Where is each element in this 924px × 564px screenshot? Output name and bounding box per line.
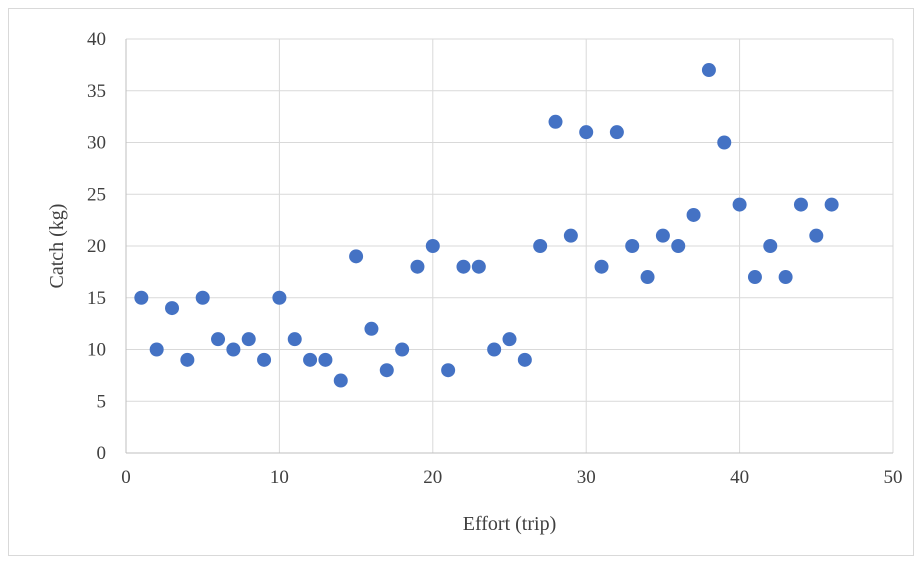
data-point	[595, 260, 609, 274]
data-point	[134, 291, 148, 305]
x-tick-label: 0	[121, 467, 131, 488]
data-point	[196, 291, 210, 305]
x-tick-label: 10	[270, 467, 289, 488]
y-tick-label: 5	[97, 391, 107, 412]
y-tick-label: 0	[97, 443, 107, 464]
data-point	[487, 343, 501, 357]
y-tick-label: 15	[87, 288, 106, 309]
data-points	[134, 63, 838, 388]
data-point	[257, 353, 271, 367]
x-tick-label: 40	[730, 467, 749, 488]
data-point	[702, 63, 716, 77]
y-tick-label: 40	[87, 29, 106, 50]
y-tick-label: 30	[87, 133, 106, 154]
data-point	[717, 136, 731, 150]
data-point	[549, 115, 563, 129]
data-point	[579, 125, 593, 139]
data-point	[503, 332, 517, 346]
data-point	[687, 208, 701, 222]
data-point	[211, 332, 225, 346]
data-point	[533, 239, 547, 253]
data-point	[410, 260, 424, 274]
data-point	[303, 353, 317, 367]
x-tick-label: 20	[423, 467, 442, 488]
data-point	[426, 239, 440, 253]
x-tick-label: 30	[577, 467, 596, 488]
data-point	[364, 322, 378, 336]
data-point	[733, 198, 747, 212]
data-point	[625, 239, 639, 253]
data-point	[809, 229, 823, 243]
y-tick-label: 25	[87, 184, 106, 205]
data-point	[564, 229, 578, 243]
data-point	[456, 260, 470, 274]
data-point	[150, 343, 164, 357]
data-point	[472, 260, 486, 274]
data-point	[763, 239, 777, 253]
data-point	[518, 353, 532, 367]
y-axis-title: Catch (kg)	[46, 204, 68, 289]
data-point	[318, 353, 332, 367]
x-tick-label: 50	[884, 467, 903, 488]
data-point	[794, 198, 808, 212]
data-point	[242, 332, 256, 346]
data-point	[349, 249, 363, 263]
data-point	[641, 270, 655, 284]
y-tick-label: 20	[87, 236, 106, 257]
data-point	[825, 198, 839, 212]
y-tick-label: 10	[87, 340, 106, 361]
y-tick-label: 35	[87, 81, 106, 102]
data-point	[748, 270, 762, 284]
data-point	[610, 125, 624, 139]
data-point	[180, 353, 194, 367]
data-point	[380, 363, 394, 377]
x-axis-title: Effort (trip)	[463, 513, 557, 535]
data-point	[656, 229, 670, 243]
data-point	[395, 343, 409, 357]
tick-labels: 0 5 10 15 20 25 30 35 40 0 10 20 30 40 50	[87, 29, 903, 488]
data-point	[165, 301, 179, 315]
data-point	[226, 343, 240, 357]
data-point	[288, 332, 302, 346]
data-point	[441, 363, 455, 377]
data-point	[779, 270, 793, 284]
data-point	[671, 239, 685, 253]
data-point	[272, 291, 286, 305]
grid-lines	[126, 39, 893, 453]
data-point	[334, 374, 348, 388]
